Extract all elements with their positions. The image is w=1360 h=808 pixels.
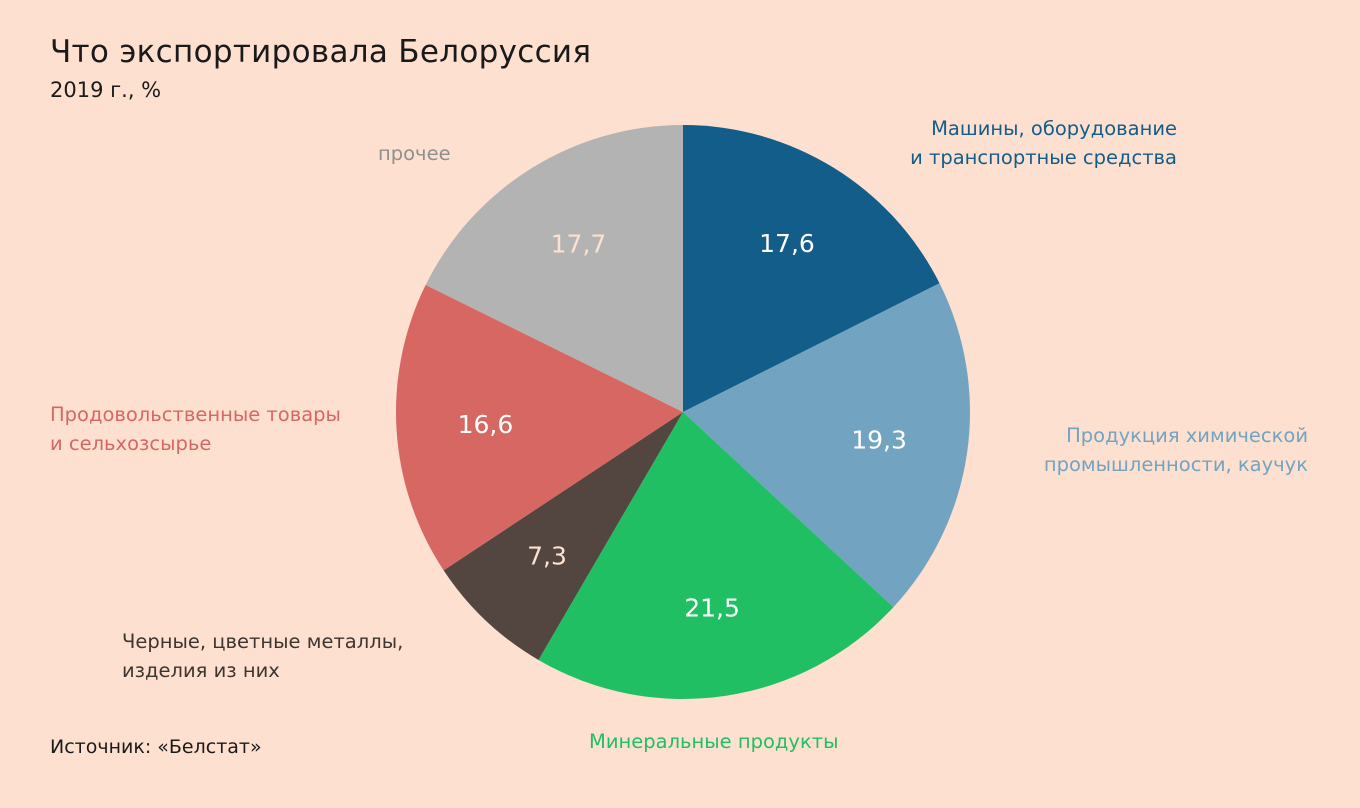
pie-slice bbox=[425, 125, 683, 412]
category-label-machinery: Машины, оборудование и транспортные сред… bbox=[910, 114, 1177, 172]
category-label-other: прочее bbox=[378, 139, 451, 168]
slice-value-label: 16,6 bbox=[458, 410, 514, 439]
category-label-line: Черные, цветные металлы, bbox=[122, 630, 404, 653]
pie-slice bbox=[395, 284, 683, 571]
pie-slice bbox=[538, 412, 894, 700]
category-label-line: и сельхозсырье bbox=[50, 432, 212, 455]
chart-subtitle: 2019 г., % bbox=[50, 78, 162, 102]
category-label-line: Продовольственные товары bbox=[50, 403, 341, 426]
category-label-line: и транспортные средства bbox=[910, 146, 1177, 169]
pie-slice bbox=[443, 412, 683, 660]
category-label-metals: Черные, цветные металлы, изделия из них bbox=[122, 627, 403, 685]
category-label-line: промышленности, каучук bbox=[1043, 453, 1308, 476]
pie-slice bbox=[683, 125, 940, 412]
category-label-line: Машины, оборудование bbox=[931, 117, 1177, 140]
slice-value-label: 17,6 bbox=[759, 229, 815, 258]
pie-slice bbox=[683, 283, 970, 608]
category-label-line: Продукция химической bbox=[1066, 424, 1308, 447]
category-label-food: Продовольственные товары и сельхозсырье bbox=[50, 400, 341, 458]
slice-value-label: 21,5 bbox=[684, 593, 740, 622]
chart-title: Что экспортировала Белоруссия bbox=[50, 34, 592, 70]
category-label-chemicals: Продукция химической промышленности, кау… bbox=[1044, 421, 1308, 479]
category-label-line: Минеральные продукты bbox=[589, 730, 839, 753]
slice-value-label: 17,7 bbox=[551, 229, 607, 258]
slice-value-label: 19,3 bbox=[851, 425, 907, 454]
category-label-minerals: Минеральные продукты bbox=[589, 727, 838, 756]
slice-value-label: 7,3 bbox=[527, 541, 567, 570]
source-note: Источник: «Белстат» bbox=[50, 736, 262, 758]
category-label-line: изделия из них bbox=[122, 659, 280, 682]
category-label-line: прочее bbox=[378, 142, 451, 165]
